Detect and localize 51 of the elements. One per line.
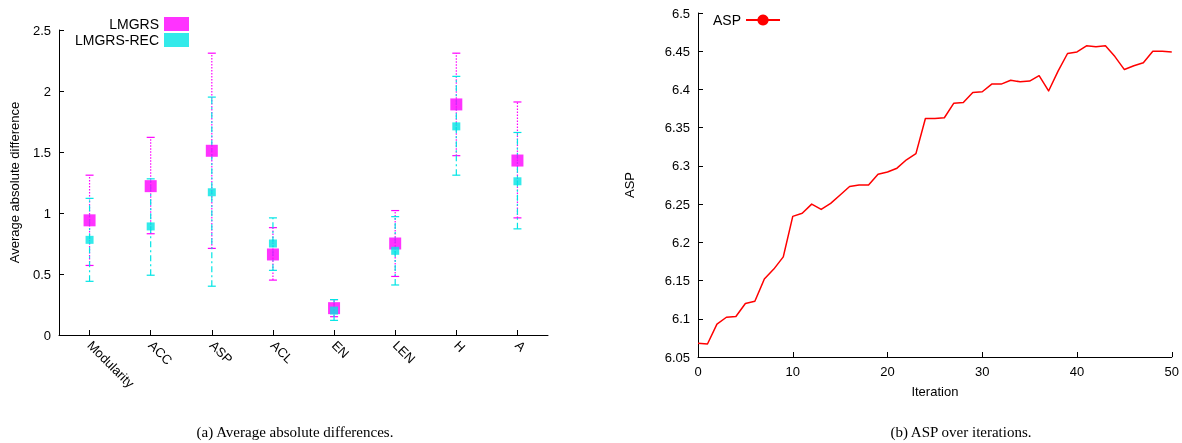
point [266,248,279,261]
y-tick-label: 0 [43,327,51,343]
x-tick-label: ACL [267,337,297,367]
x-tick-label: H [451,337,469,355]
y-tick-label: 6.25 [664,196,690,212]
y-tick-label: 6.15 [664,273,690,289]
point [452,122,461,131]
point [450,98,463,111]
y-tick-label: 6.5 [671,5,690,21]
x-tick-label: EN [328,337,353,362]
y-tick-label: 6.3 [671,158,690,174]
point [513,177,522,186]
text: (a) Average absolute differences. [195,424,395,441]
legend-label: LMGRS [109,16,160,32]
point [205,144,218,157]
legend-label: LMGRS-REC [74,32,160,48]
y-tick-label: 6.1 [671,311,690,327]
line-series [697,45,1173,345]
point [330,306,339,315]
point [83,214,96,227]
point [207,188,216,197]
y-tick-label: 6.2 [671,234,690,250]
x-axis-title: Iteration [911,384,959,399]
x-tick-label: 20 [880,364,895,379]
point [144,180,157,193]
x-tick-label: A [512,337,530,355]
point [391,246,400,255]
y-tick-label: 1.5 [32,144,51,160]
y-tick-label: 2.5 [32,22,51,38]
y-tick-label: 1 [43,205,51,221]
y-tick-label: 2 [43,83,51,99]
point [268,239,277,248]
y-tick-label: 6.05 [664,349,690,365]
x-tick-label: 0 [694,364,702,379]
y-tick-label: 6.45 [664,43,690,59]
y-axis-title: Average absolute difference [7,101,22,264]
x-tick-label: ASP [206,337,236,367]
point [146,222,155,231]
y-tick-label: 6.35 [664,120,690,136]
y-tick-label: 0.5 [32,266,51,282]
x-tick-label: 30 [975,364,990,379]
x-tick-label: ACC [145,337,176,368]
point [85,235,94,244]
x-tick-label: 10 [785,364,800,379]
x-tick-label: 50 [1164,364,1179,379]
legend-label: ASP [713,12,742,28]
y-axis-title: ASP [622,171,637,199]
point [511,154,524,167]
text: (b) ASP over iterations. [889,424,1033,441]
y-tick-label: 6.4 [671,81,690,97]
x-tick-label: 40 [1069,364,1085,379]
